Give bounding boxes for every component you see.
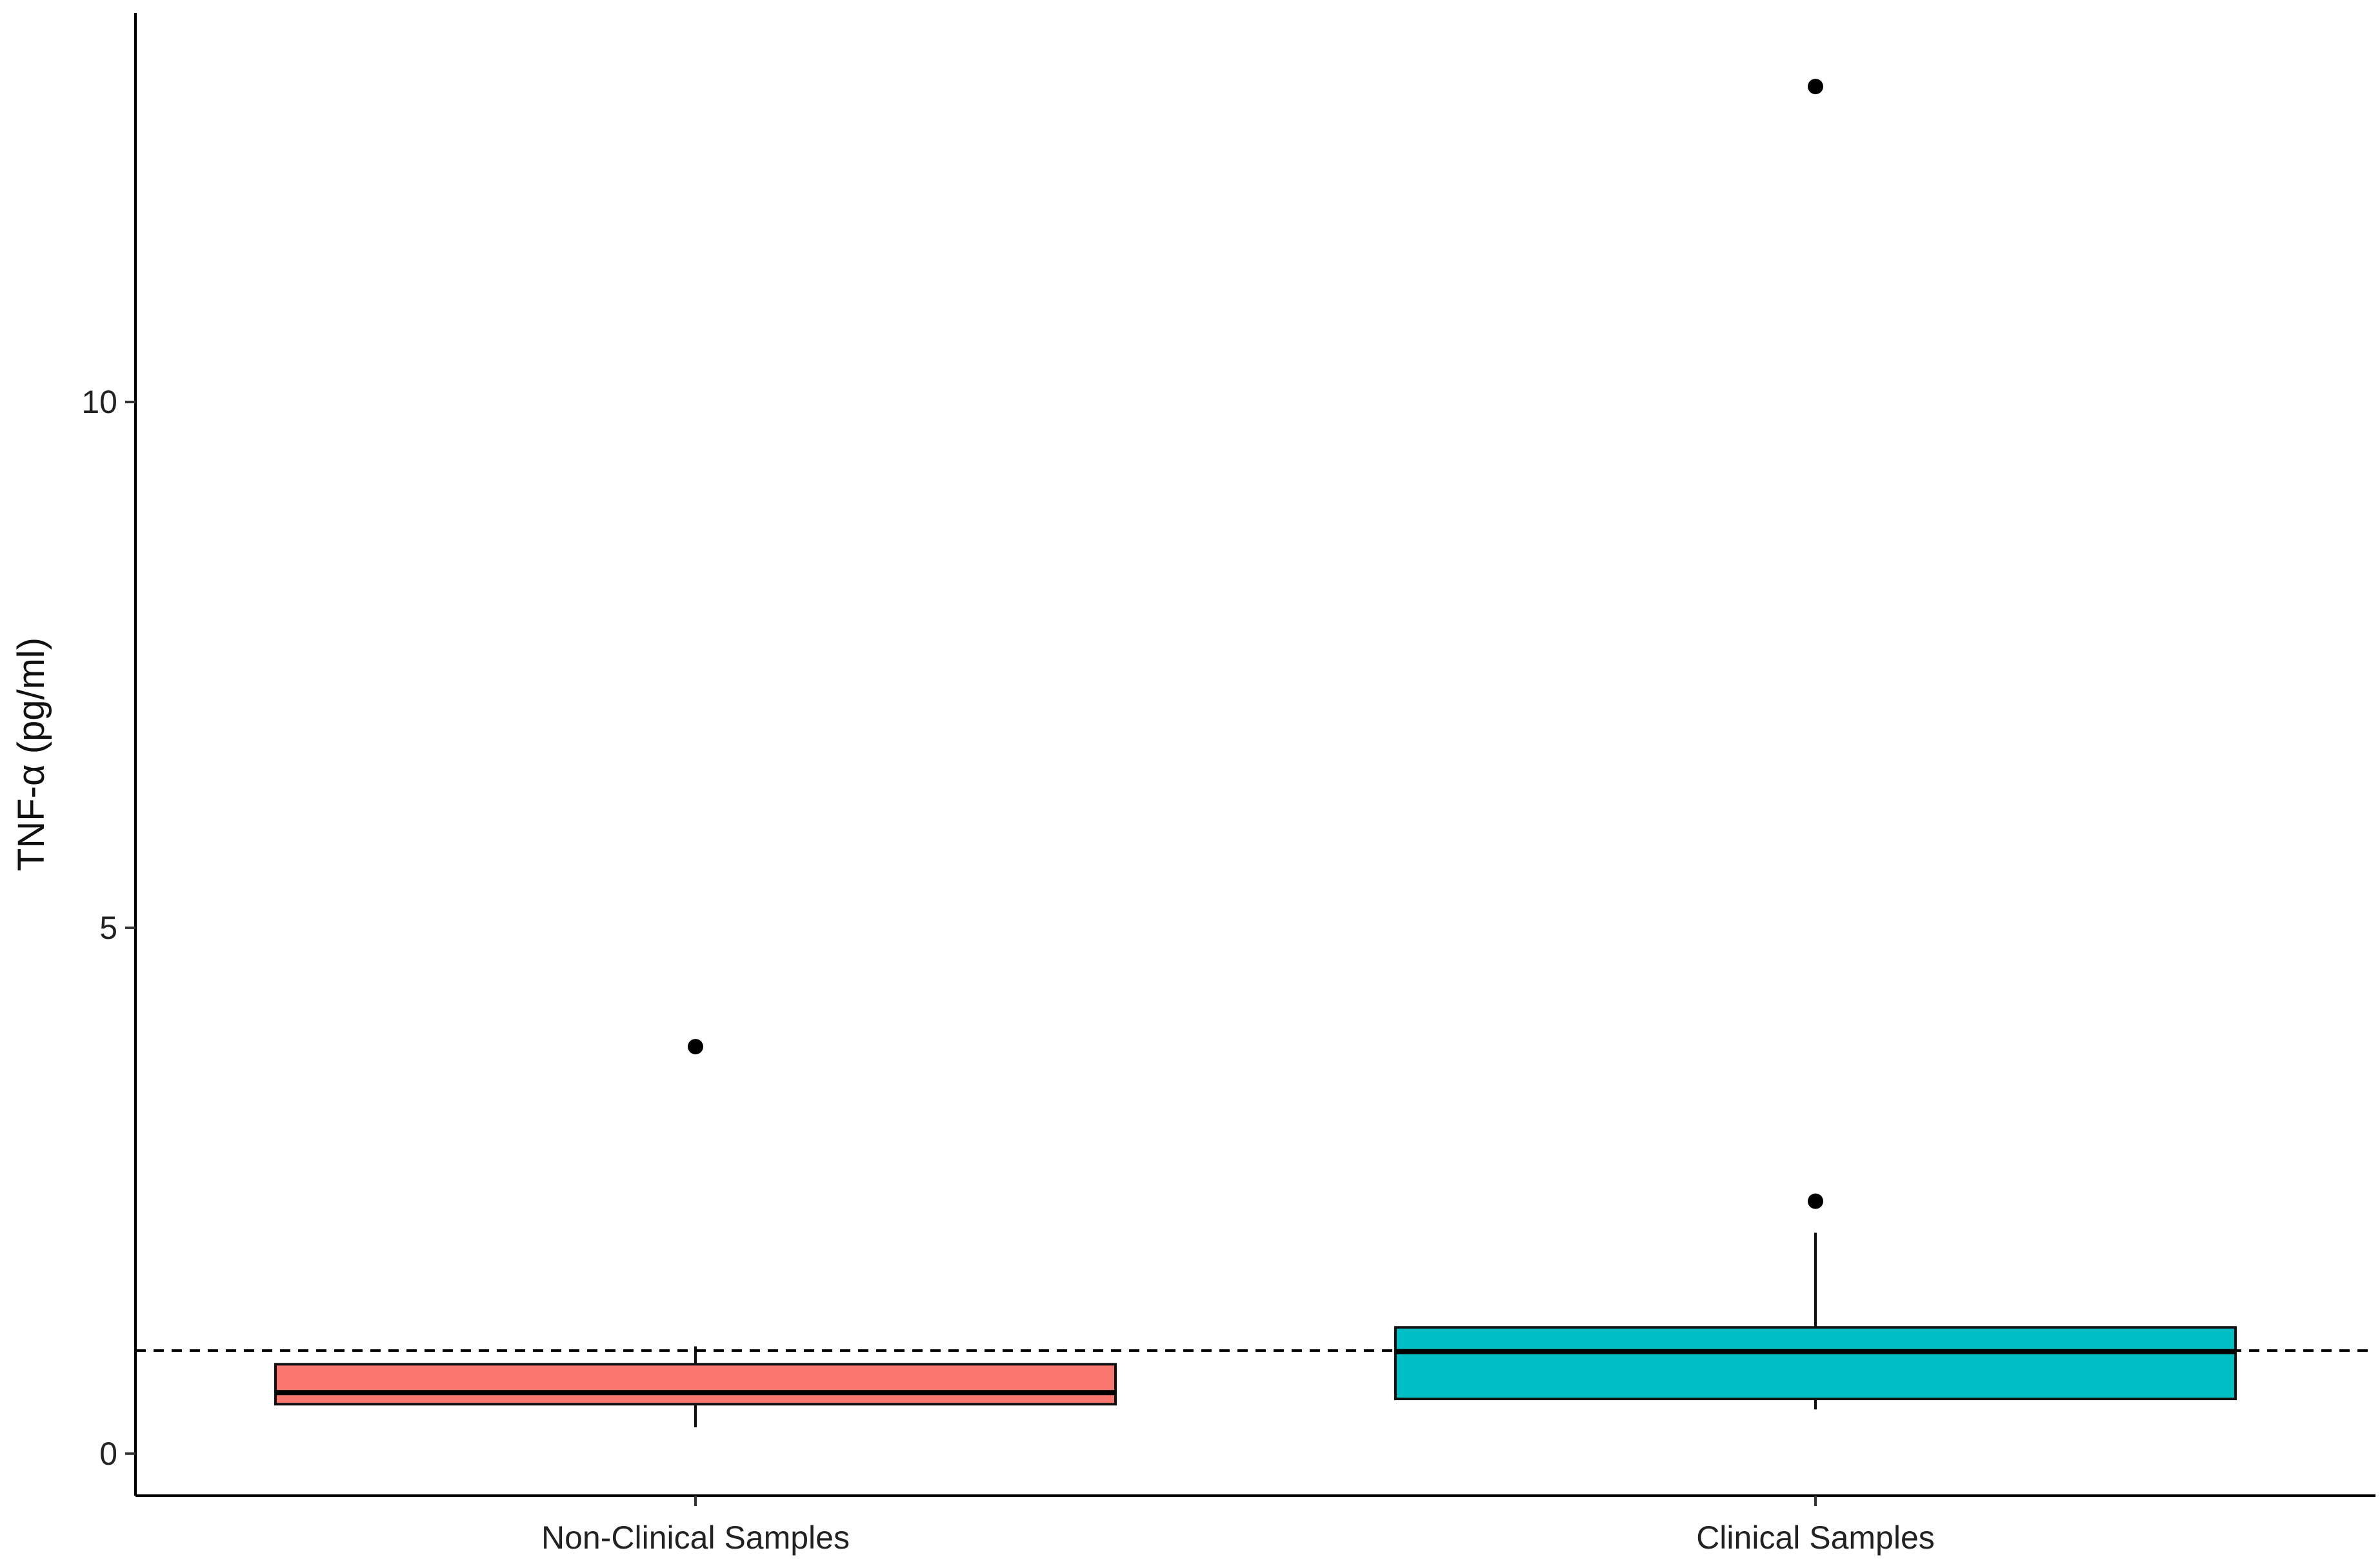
outlier-point xyxy=(1808,79,1823,95)
box-group-non-clinical xyxy=(274,1039,1117,1428)
outlier-point xyxy=(688,1039,703,1055)
outlier-point xyxy=(1808,1193,1823,1209)
y-tick-label: 0 xyxy=(99,1436,117,1472)
x-tick-label: Clinical Samples xyxy=(1696,1520,1935,1556)
chart-marks xyxy=(135,79,2375,1428)
y-ticks: 0 5 10 xyxy=(81,384,135,1472)
y-tick-label: 10 xyxy=(81,384,117,420)
box-group-clinical xyxy=(1394,79,2237,1410)
y-axis-title: TNF-α (pg/ml) xyxy=(10,637,52,871)
box-iqr xyxy=(1394,1326,2237,1401)
box-iqr xyxy=(274,1363,1117,1406)
x-tick-label: Non-Clinical Samples xyxy=(541,1520,850,1556)
axes xyxy=(134,13,2375,1497)
y-tick-label: 5 xyxy=(99,910,117,946)
x-ticks: Non-Clinical Samples Clinical Samples xyxy=(541,1496,1935,1556)
